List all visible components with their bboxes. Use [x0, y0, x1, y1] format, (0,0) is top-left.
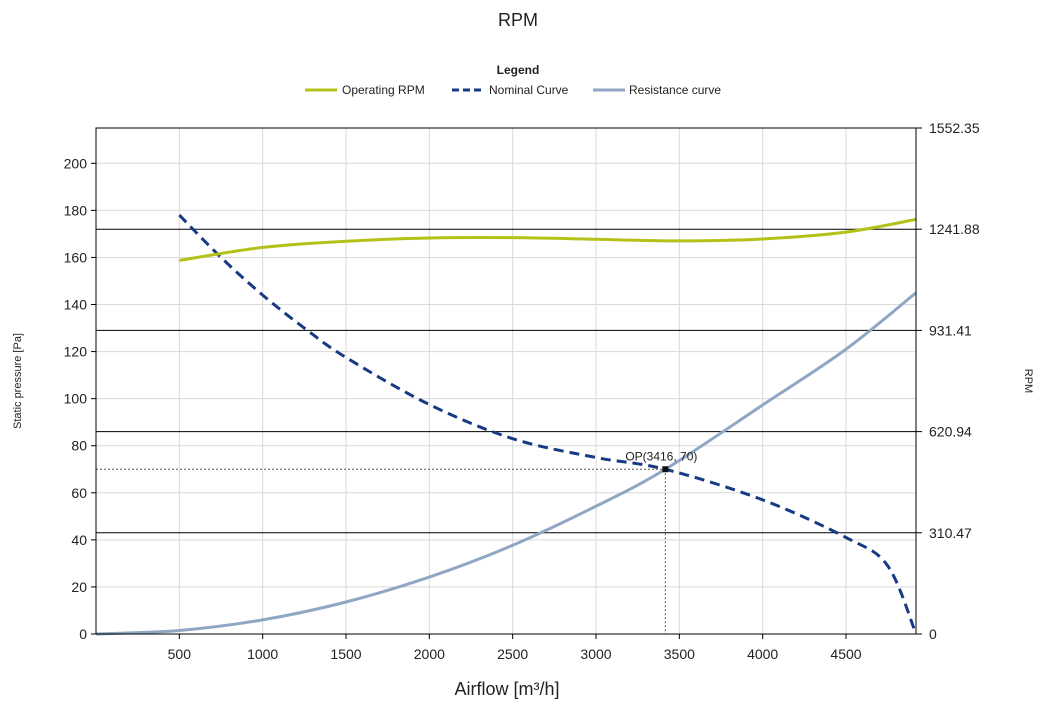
- op-label: OP(3416, 70): [625, 449, 697, 463]
- x-tick-label: 1000: [247, 646, 278, 662]
- x-tick-label: 1500: [330, 646, 361, 662]
- y2-tick-label: 0: [929, 626, 937, 642]
- legend-label-resistance-curve: Resistance curve: [629, 83, 721, 97]
- series-operating-rpm: [179, 217, 917, 262]
- legend-item-nominal-curve: Nominal Curve: [452, 83, 569, 97]
- y2-tick-label: 310.47: [929, 525, 972, 541]
- legend: Legend Operating RPM Nominal Curve Resis…: [305, 63, 721, 97]
- secondary-axis-gridlines: [96, 228, 916, 534]
- legend-title: Legend: [497, 63, 540, 77]
- y2-tick-label: 931.41: [929, 322, 972, 338]
- chart-title: RPM: [498, 10, 538, 30]
- x-axis: 500 1000 1500 2000 2500 3000 3500 4000 4500: [168, 634, 862, 662]
- series-layer: [95, 214, 918, 636]
- y-tick-label: 80: [71, 438, 87, 454]
- series-resistance-curve: [95, 291, 917, 636]
- legend-item-operating-rpm: Operating RPM: [305, 83, 425, 97]
- x-tick-label: 3000: [580, 646, 611, 662]
- legend-item-resistance-curve: Resistance curve: [593, 83, 721, 97]
- x-tick-label: 500: [168, 646, 192, 662]
- x-tick-label: 4000: [747, 646, 778, 662]
- series-nominal-curve: [178, 214, 918, 635]
- legend-label-operating-rpm: Operating RPM: [342, 83, 425, 97]
- plot-area-border: [95, 127, 917, 635]
- y-axis: 0 20 40 60 80 100 120 140 160 180 200: [64, 155, 96, 642]
- operating-point: OP(3416, 70): [96, 449, 697, 634]
- y-tick-label: 200: [64, 155, 88, 171]
- y-tick-label: 20: [71, 579, 87, 595]
- x-tick-label: 4500: [830, 646, 861, 662]
- y-tick-label: 60: [71, 485, 87, 501]
- y-tick-label: 120: [64, 344, 88, 360]
- y2-tick-label: 1552.35: [929, 120, 980, 136]
- y-tick-label: 100: [64, 391, 88, 407]
- x-tick-label: 3500: [664, 646, 695, 662]
- y-tick-label: 0: [79, 626, 87, 642]
- x-axis-title: Airflow [m³/h]: [454, 679, 559, 699]
- y-tick-label: 40: [71, 532, 87, 548]
- x-tick-label: 2000: [414, 646, 445, 662]
- x-tick-label: 2500: [497, 646, 528, 662]
- op-marker: [662, 466, 669, 473]
- y2-tick-label: 620.94: [929, 424, 972, 440]
- secondary-y-axis: 0 310.47 620.94 931.41 1241.88 1552.35: [916, 120, 980, 642]
- legend-label-nominal-curve: Nominal Curve: [489, 83, 569, 97]
- y-tick-label: 160: [64, 249, 88, 265]
- y-tick-label: 140: [64, 297, 88, 313]
- y-tick-label: 180: [64, 202, 88, 218]
- y2-axis-title: RPM: [1022, 369, 1034, 393]
- y-axis-title: Static pressure [Pa]: [12, 333, 24, 429]
- y2-tick-label: 1241.88: [929, 221, 980, 237]
- grid: [96, 128, 916, 634]
